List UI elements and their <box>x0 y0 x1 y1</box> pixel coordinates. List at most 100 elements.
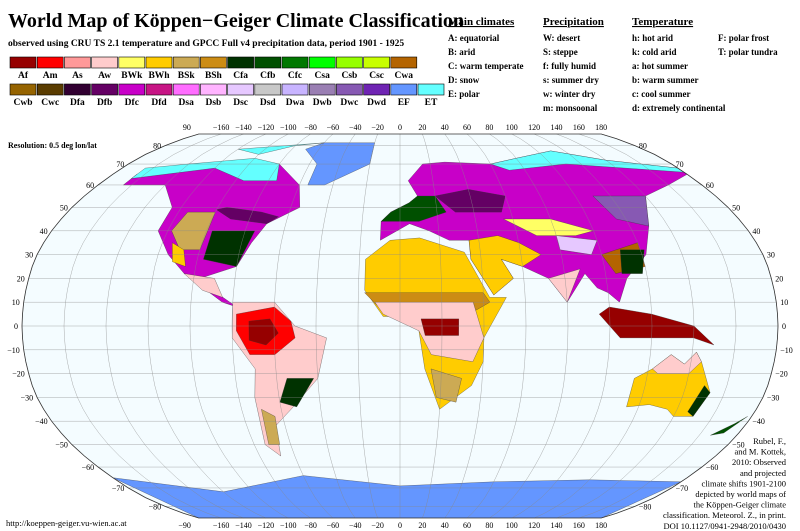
legend-label: Dwc <box>340 98 358 108</box>
lon-label-top: −160 <box>213 123 230 132</box>
legend-label: EF <box>398 98 410 108</box>
lon-label-bottom: 0 <box>398 521 402 530</box>
lon-label-top: −120 <box>258 123 275 132</box>
key: Main climates A: equatorial B: arid C: warm… <box>448 16 778 113</box>
lon-label-bottom: 40 <box>441 521 449 530</box>
lon-label-bottom: −40 <box>349 521 362 530</box>
legend-label: Af <box>18 71 29 81</box>
legend-swatch <box>36 83 64 96</box>
legend-label: BWh <box>148 71 170 81</box>
lat-label-right: 70 <box>676 160 684 169</box>
legend-label: Dsd <box>260 98 277 108</box>
citation-line: and M. Kottek, <box>735 447 786 457</box>
legend-swatch <box>254 56 282 69</box>
legend-swatch <box>363 56 390 69</box>
key-item: m: monsoonal <box>543 103 598 113</box>
lat-label-right: −10 <box>780 346 793 355</box>
legend-swatch <box>9 56 37 69</box>
climate-region <box>620 249 645 274</box>
lon-label-bottom: 160 <box>573 521 585 530</box>
key-item: A: equatorial <box>448 33 500 43</box>
lat-label-left: −50 <box>55 441 68 450</box>
lat-label-left: 40 <box>40 227 48 236</box>
legend-swatch <box>118 83 146 96</box>
corner-label: −90 <box>178 521 191 530</box>
corner-label: 90 <box>183 123 191 132</box>
legend-swatch <box>200 56 227 69</box>
lat-label-left: 20 <box>17 274 25 283</box>
legend-swatch <box>281 83 309 96</box>
legend-label: As <box>72 71 83 81</box>
legend-label: Dwb <box>313 98 332 108</box>
legend-swatch <box>36 56 64 69</box>
lon-label-bottom: 180 <box>595 521 607 530</box>
legend-swatch <box>308 56 336 69</box>
legend-swatch <box>200 83 227 96</box>
lat-label-right: 60 <box>706 181 714 190</box>
key-item: a: hot summer <box>632 61 688 71</box>
lat-label-left: 50 <box>60 203 68 212</box>
legend-swatch <box>254 83 282 96</box>
lat-label-right: 40 <box>752 227 760 236</box>
lon-label-bottom: −120 <box>258 521 275 530</box>
lon-label-bottom: 60 <box>463 521 471 530</box>
lon-label-top: 140 <box>550 123 562 132</box>
citation-line: and projected <box>740 468 787 478</box>
citation: Rubel, F.,and M. Kottek,2010: Observedan… <box>663 436 787 531</box>
key-item: w: winter dry <box>543 89 596 99</box>
lat-label-left: −40 <box>35 417 48 426</box>
climate-region <box>710 416 748 436</box>
citation-line: Rubel, F., <box>753 436 786 446</box>
lat-label-left: 70 <box>116 160 124 169</box>
climate-region <box>503 218 595 236</box>
lat-label-right: 10 <box>780 298 788 307</box>
legend-swatch <box>227 83 254 96</box>
lon-label-top: 40 <box>441 123 449 132</box>
lon-label-bottom: 100 <box>506 521 518 530</box>
legend-label: Am <box>43 71 58 81</box>
lon-label-bottom: 20 <box>418 521 426 530</box>
climate-region <box>430 368 462 403</box>
lon-label-bottom: 140 <box>550 521 562 530</box>
key-heading: Temperature <box>632 16 693 28</box>
lat-label-left: 10 <box>12 298 20 307</box>
lon-label-bottom: −60 <box>327 521 340 530</box>
lat-label-right: −30 <box>767 393 780 402</box>
legend-label: Dfb <box>97 98 112 108</box>
legend-swatch <box>308 83 336 96</box>
citation-line: depicted by world maps of <box>695 489 786 499</box>
legend-swatch <box>363 83 390 96</box>
lon-label-bottom: −20 <box>371 521 384 530</box>
key-item: k: cold arid <box>632 47 677 57</box>
key-item: E: polar <box>448 89 480 99</box>
legend-swatch <box>172 56 200 69</box>
climate-region <box>380 195 447 222</box>
lon-label-top: 100 <box>506 123 518 132</box>
legend-label: Dfc <box>125 98 139 108</box>
lon-label-top: 60 <box>463 123 471 132</box>
legend-swatch <box>390 56 418 69</box>
legend-label: Dfa <box>70 98 85 108</box>
climate-region <box>112 475 682 518</box>
legend-label: Cwb <box>13 98 32 108</box>
key-item: C: warm temperate <box>448 61 523 71</box>
lat-label-right: 30 <box>767 251 775 260</box>
lon-label-top: 80 <box>485 123 493 132</box>
source-url: http://koeppen-geiger.vu-wien.ac.at <box>6 518 127 528</box>
lat-label-right: −60 <box>706 463 719 472</box>
lon-label-bottom: −100 <box>280 521 297 530</box>
lon-label-top: 180 <box>595 123 607 132</box>
climate-region <box>687 385 711 417</box>
climate-region <box>434 189 506 213</box>
lon-label-bottom: 120 <box>528 521 540 530</box>
lat-label-left: −60 <box>82 463 95 472</box>
legend-label: Csc <box>369 71 384 81</box>
lat-label-left: −10 <box>7 346 20 355</box>
lat-label-right: −40 <box>752 417 765 426</box>
lat-label-right: 0 <box>782 322 786 331</box>
legend-swatch <box>417 83 445 96</box>
lon-label-top: −60 <box>327 123 340 132</box>
lat-label-right: 80 <box>639 142 647 151</box>
